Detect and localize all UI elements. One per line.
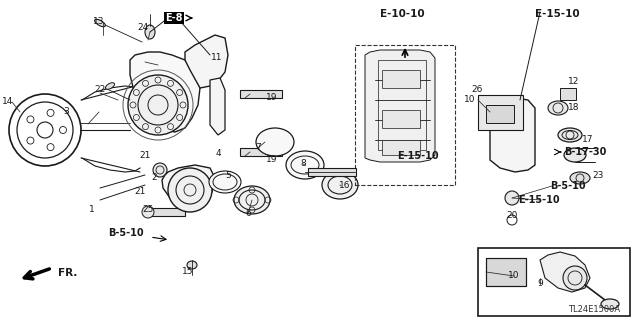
Bar [382,140,420,155]
Bar [382,70,420,88]
Ellipse shape [187,261,197,269]
Ellipse shape [322,171,358,199]
Ellipse shape [548,101,568,115]
Ellipse shape [209,171,241,193]
Text: 10: 10 [508,271,520,280]
Text: 21: 21 [140,152,150,160]
Text: 14: 14 [3,98,13,107]
Bar [308,168,356,176]
Bar [486,105,514,123]
Text: E-10-10: E-10-10 [380,9,424,19]
Polygon shape [540,252,590,292]
Circle shape [168,168,212,212]
Ellipse shape [234,186,270,214]
Text: 21: 21 [134,188,146,197]
Text: 19: 19 [266,155,278,165]
Text: 6: 6 [245,210,251,219]
Text: 24: 24 [138,24,148,33]
Text: 10: 10 [464,95,476,105]
Text: 15: 15 [182,268,194,277]
Polygon shape [210,78,225,135]
Bar [478,248,630,316]
Text: 16: 16 [339,182,351,190]
Bar [382,110,420,128]
Ellipse shape [106,83,115,89]
Circle shape [142,206,154,218]
Text: 26: 26 [471,85,483,94]
Text: B-5-10: B-5-10 [550,181,586,191]
Circle shape [128,75,188,135]
Text: E-15-10: E-15-10 [535,9,580,19]
Text: E-8: E-8 [165,13,183,23]
Text: 17: 17 [582,136,594,145]
Text: 19: 19 [266,93,278,102]
Polygon shape [490,97,535,172]
Polygon shape [185,35,228,88]
Polygon shape [162,165,215,202]
Text: 9: 9 [537,279,543,288]
Text: 7: 7 [255,144,261,152]
Bar [486,258,526,286]
Ellipse shape [570,172,590,184]
Bar [378,60,426,150]
Text: 20: 20 [506,211,518,220]
Polygon shape [130,52,200,132]
Ellipse shape [601,299,619,309]
Ellipse shape [95,19,106,27]
Text: 23: 23 [592,172,604,181]
Text: 8: 8 [300,160,306,168]
Ellipse shape [286,151,324,179]
Text: 13: 13 [93,18,105,26]
Circle shape [563,266,587,290]
Text: FR.: FR. [58,268,77,278]
Circle shape [153,163,167,177]
Text: B-17-30: B-17-30 [564,147,606,157]
Text: E-15-10: E-15-10 [397,151,438,161]
Bar [560,88,576,100]
Text: 25: 25 [142,205,154,214]
Bar [355,45,455,185]
Bar [145,208,185,216]
Bar [486,258,526,286]
Ellipse shape [145,25,155,39]
Text: B-5-10: B-5-10 [108,228,143,238]
Text: 4: 4 [215,150,221,159]
Text: TL24E1500A: TL24E1500A [568,306,620,315]
Text: 5: 5 [225,172,231,181]
Ellipse shape [558,128,582,142]
Circle shape [505,191,519,205]
Text: E-15-10: E-15-10 [518,195,559,205]
Bar [240,148,282,156]
Ellipse shape [564,148,586,162]
Bar [478,95,523,130]
Ellipse shape [256,128,294,156]
Text: 22: 22 [94,85,106,94]
Text: 11: 11 [211,54,223,63]
Text: 12: 12 [568,78,580,86]
Bar [240,90,282,98]
Text: 2: 2 [151,174,157,182]
Polygon shape [365,50,435,162]
Text: 18: 18 [568,103,580,113]
Text: 3: 3 [63,108,69,116]
Text: 1: 1 [89,205,95,214]
